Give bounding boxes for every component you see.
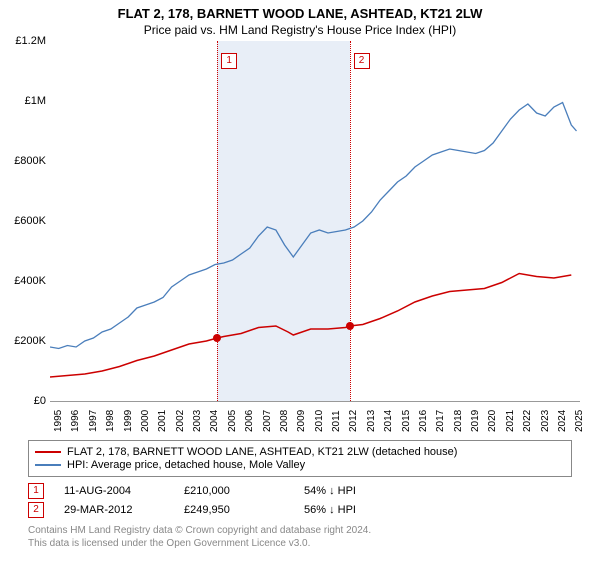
x-tick-label: 2019 — [470, 410, 481, 432]
x-axis-ticks: 1995 1996 1997 1998 1999 2000 2001 2002 2003 2004… — [50, 402, 580, 436]
series-line-hpi — [50, 103, 577, 349]
x-tick-label: 1999 — [123, 410, 134, 432]
sale-row-delta: 56% ↓ HPI — [304, 504, 404, 516]
sale-row-price: £249,950 — [184, 504, 284, 516]
x-tick-label: 2007 — [262, 410, 273, 432]
series-line-property — [50, 274, 571, 378]
sale-row-badge: 1 — [28, 483, 44, 499]
chart-title: FLAT 2, 178, BARNETT WOOD LANE, ASHTEAD,… — [0, 6, 600, 21]
x-tick-label: 2010 — [314, 410, 325, 432]
x-tick-label: 1995 — [53, 410, 64, 432]
x-tick-label: 2003 — [192, 410, 203, 432]
x-tick-label: 2005 — [227, 410, 238, 432]
footer-line: Contains HM Land Registry data © Crown c… — [28, 524, 572, 537]
chart-legend: FLAT 2, 178, BARNETT WOOD LANE, ASHTEAD,… — [28, 440, 572, 477]
x-tick-label: 2012 — [348, 410, 359, 432]
x-tick-label: 2014 — [383, 410, 394, 432]
x-tick-label: 2015 — [401, 410, 412, 432]
x-tick-label: 2004 — [209, 410, 220, 432]
y-tick-label: £600K — [2, 215, 46, 227]
sale-row-date: 29-MAR-2012 — [64, 504, 164, 516]
x-tick-label: 1998 — [105, 410, 116, 432]
y-tick-label: £800K — [2, 155, 46, 167]
legend-label: FLAT 2, 178, BARNETT WOOD LANE, ASHTEAD,… — [67, 446, 457, 458]
chart-lines — [50, 41, 580, 401]
x-tick-label: 2008 — [279, 410, 290, 432]
sale-row: 2 29-MAR-2012 £249,950 56% ↓ HPI — [28, 502, 572, 518]
x-tick-label: 2000 — [140, 410, 151, 432]
sale-dot — [213, 334, 221, 342]
legend-row: FLAT 2, 178, BARNETT WOOD LANE, ASHTEAD,… — [35, 446, 565, 458]
sale-row: 1 11-AUG-2004 £210,000 54% ↓ HPI — [28, 483, 572, 499]
x-tick-label: 2020 — [487, 410, 498, 432]
x-tick-label: 2024 — [557, 410, 568, 432]
x-tick-label: 2023 — [540, 410, 551, 432]
x-tick-label: 2009 — [296, 410, 307, 432]
x-tick-label: 2022 — [522, 410, 533, 432]
chart-subtitle: Price paid vs. HM Land Registry's House … — [0, 23, 600, 37]
sales-table: 1 11-AUG-2004 £210,000 54% ↓ HPI 2 29-MAR-201… — [28, 483, 572, 518]
sale-row-date: 11-AUG-2004 — [64, 485, 164, 497]
y-tick-label: £400K — [2, 275, 46, 287]
legend-swatch — [35, 451, 61, 453]
x-tick-label: 2021 — [505, 410, 516, 432]
legend-row: HPI: Average price, detached house, Mole… — [35, 459, 565, 471]
sale-row-delta: 54% ↓ HPI — [304, 485, 404, 497]
sale-row-price: £210,000 — [184, 485, 284, 497]
footer-line: This data is licensed under the Open Gov… — [28, 537, 572, 550]
x-tick-label: 1996 — [70, 410, 81, 432]
legend-swatch — [35, 464, 61, 466]
legend-label: HPI: Average price, detached house, Mole… — [67, 459, 305, 471]
footer-attribution: Contains HM Land Registry data © Crown c… — [28, 524, 572, 550]
x-tick-label: 2002 — [175, 410, 186, 432]
sale-dot — [346, 322, 354, 330]
y-tick-label: £1.2M — [2, 35, 46, 47]
x-tick-label: 2018 — [453, 410, 464, 432]
chart-plot-area: £0£200K£400K£600K£800K£1M£1.2M12 — [50, 41, 580, 402]
x-tick-label: 2013 — [366, 410, 377, 432]
x-tick-label: 2006 — [244, 410, 255, 432]
y-tick-label: £200K — [2, 335, 46, 347]
x-tick-label: 2017 — [435, 410, 446, 432]
x-tick-label: 2016 — [418, 410, 429, 432]
x-tick-label: 1997 — [88, 410, 99, 432]
y-tick-label: £1M — [2, 95, 46, 107]
y-tick-label: £0 — [2, 395, 46, 407]
x-tick-label: 2025 — [574, 410, 585, 432]
x-tick-label: 2001 — [157, 410, 168, 432]
sale-row-badge: 2 — [28, 502, 44, 518]
x-tick-label: 2011 — [331, 410, 342, 432]
